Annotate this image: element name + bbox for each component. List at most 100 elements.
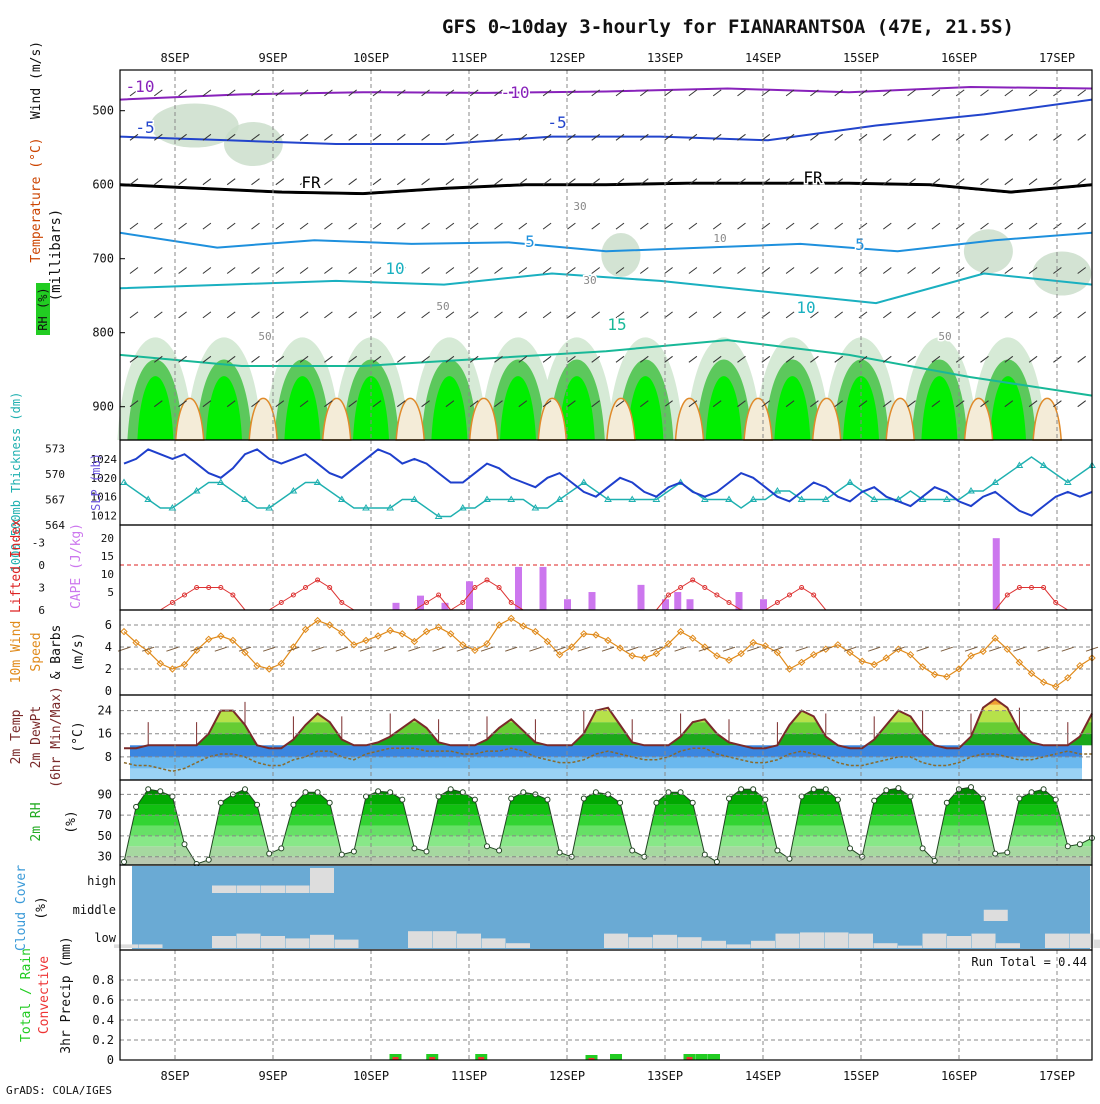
wind-tick-label: 2 (105, 662, 112, 676)
rh-point (375, 788, 382, 795)
thickness-point (1015, 461, 1024, 468)
wind-barb (761, 133, 771, 141)
wind-barb (518, 133, 528, 141)
wind-barb (785, 355, 795, 363)
li-point (290, 592, 296, 598)
y-axis-label-left: 1000-500mb Thickness (dm) (9, 392, 23, 573)
wind-barb (577, 646, 590, 652)
wind-barb (469, 267, 479, 274)
contour-label: FR (803, 168, 823, 187)
li-point (508, 600, 514, 605)
wind-barb (674, 646, 687, 652)
cloud-bar-low (506, 943, 530, 948)
wind-barb (226, 222, 236, 230)
wind-barb (761, 222, 771, 230)
wind-barb (931, 222, 941, 230)
cloud-bar-low (677, 937, 702, 948)
wind-speed-point (785, 665, 794, 673)
y-axis-label-total: Total / Rain (19, 948, 34, 1042)
wind-barb (819, 646, 832, 652)
temp-tick-label: 8 (105, 750, 112, 764)
wind-barb (494, 178, 503, 186)
precip-bar-total (708, 1054, 720, 1060)
wind-speed-point (701, 643, 709, 651)
wind-barb (226, 178, 236, 186)
wind-barb (712, 400, 722, 408)
cloud-bar-low (947, 936, 971, 948)
wind-barb (299, 133, 309, 141)
wind-barb (469, 311, 479, 319)
rh-point (810, 786, 817, 793)
contour-label: -10 (126, 77, 155, 96)
wind-barb (858, 222, 868, 230)
wind-barb (601, 646, 615, 652)
wind-barb (591, 89, 601, 97)
dry-layer-contour (674, 397, 705, 441)
wind-speed-point (567, 643, 576, 651)
wind-barb (931, 178, 941, 186)
wind-barb (1004, 222, 1014, 230)
wind-barb (916, 646, 929, 652)
wind-barb (348, 222, 358, 230)
cape-bar (674, 592, 682, 610)
wind-barb (1077, 400, 1086, 408)
wind-barb (1077, 311, 1086, 319)
thickness-point (555, 495, 564, 502)
rh-point (326, 799, 333, 806)
wind-speed-point (688, 634, 697, 642)
x-tick-label-top: 12SEP (549, 51, 585, 65)
wind-barb (955, 267, 965, 274)
wind-speed-point (725, 656, 733, 664)
wind-barb (542, 222, 552, 230)
wind-barb (712, 222, 722, 230)
precip-bar-convective (686, 1057, 693, 1060)
wind-barb (931, 89, 941, 97)
wind-barb (421, 89, 430, 97)
wind-speed-point (144, 647, 152, 656)
rh-point (1040, 786, 1047, 793)
wind-barb (785, 133, 795, 141)
wind-barb (324, 311, 333, 319)
wind-barb (154, 133, 163, 141)
cape-bar (637, 584, 645, 610)
wind-barb (275, 222, 285, 230)
wind-barb (591, 267, 601, 274)
thickness-point (120, 478, 128, 485)
x-tick-label-bottom: 12SEP (549, 1069, 585, 1083)
dry-layer-contour (174, 397, 205, 441)
wind-speed-point (640, 654, 649, 662)
wind-speed-point (459, 641, 467, 649)
wind-barb (955, 400, 965, 408)
rh-point (1076, 841, 1083, 848)
wind-barb (639, 133, 649, 141)
li-point (218, 585, 224, 590)
thickness-point (289, 487, 298, 494)
wind-barb (154, 267, 163, 274)
wind-barb (1004, 178, 1014, 186)
cloud-bar-low (285, 938, 310, 948)
precip-tick-label: 0.2 (92, 1033, 114, 1047)
dry-layer-contour (468, 397, 499, 441)
panel-frame (119, 439, 1093, 526)
wind-barb (469, 222, 479, 230)
wind-barb (432, 646, 445, 652)
wind-barb (542, 133, 552, 141)
wind-barb (955, 89, 965, 97)
cloud-bar-low (1094, 939, 1100, 948)
rh-point (471, 796, 478, 803)
wind-speed-point (918, 663, 927, 671)
wind-barb (1077, 267, 1086, 274)
thickness-point (821, 495, 830, 502)
y-axis-label-convective: Convective (37, 956, 52, 1034)
rh-point (980, 795, 987, 802)
wind-barb (980, 133, 989, 141)
rh-point (968, 784, 974, 791)
cape-tick-label: 15 (101, 550, 114, 563)
wind-barb (882, 311, 892, 319)
cloud-bar-middle (983, 909, 1008, 921)
wind-barb (469, 355, 479, 363)
cape-bar (392, 602, 400, 610)
wind-speed-point (1064, 674, 1072, 682)
wind-speed-point (967, 652, 975, 660)
thickness-point (483, 495, 491, 502)
